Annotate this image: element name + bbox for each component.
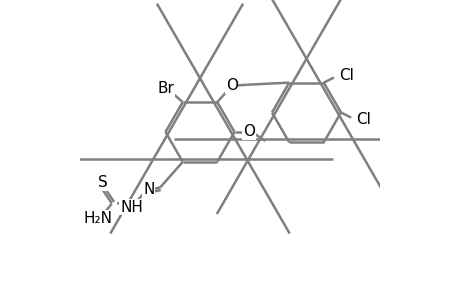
Text: S: S (98, 175, 107, 190)
Text: O: O (242, 124, 254, 140)
Text: Cl: Cl (356, 112, 371, 128)
Text: Br: Br (157, 81, 174, 96)
Text: H₂N: H₂N (83, 211, 112, 226)
Text: N: N (143, 182, 154, 197)
Text: NH: NH (120, 200, 143, 215)
Text: O: O (225, 78, 237, 93)
Text: Cl: Cl (339, 68, 353, 82)
